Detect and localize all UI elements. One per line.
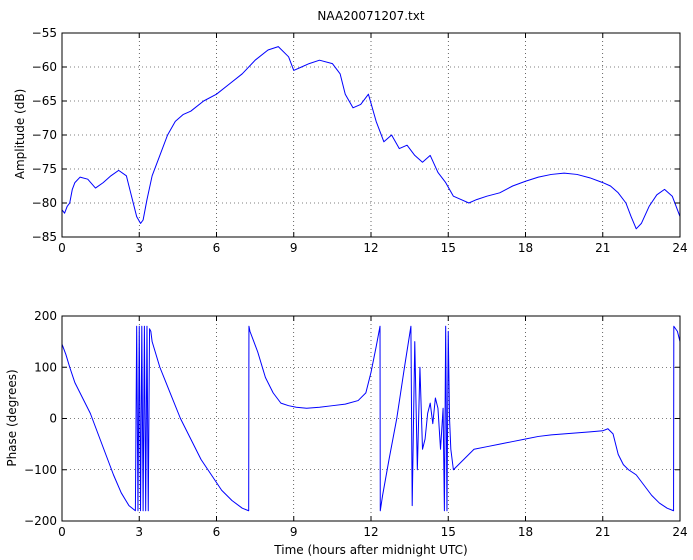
amplitude-x-tick-label: 12 <box>363 241 378 255</box>
amplitude-y-tick-label: −70 <box>32 128 57 142</box>
phase-x-tick-label: 3 <box>135 525 143 539</box>
amplitude-y-tick-label: −85 <box>32 230 57 244</box>
phase-x-axis-label: Time (hours after midnight UTC) <box>273 543 467 557</box>
phase-x-tick-label: 21 <box>595 525 610 539</box>
amplitude-y-tick-label: −65 <box>32 94 57 108</box>
chart-title: NAA20071207.txt <box>317 9 424 23</box>
phase-y-tick-label: 200 <box>34 309 57 323</box>
phase-y-axis-label: Phase (degrees) <box>5 369 19 466</box>
phase-x-tick-label: 12 <box>363 525 378 539</box>
phase-y-tick-label: 100 <box>34 360 57 374</box>
amplitude-x-tick-label: 9 <box>290 241 298 255</box>
amplitude-x-tick-label: 24 <box>672 241 687 255</box>
amplitude-x-tick-label: 18 <box>518 241 533 255</box>
amplitude-y-tick-label: −60 <box>32 60 57 74</box>
amplitude-x-tick-label: 21 <box>595 241 610 255</box>
amplitude-y-tick-label: −80 <box>32 196 57 210</box>
amplitude-x-tick-label: 0 <box>58 241 66 255</box>
amplitude-x-tick-label: 3 <box>135 241 143 255</box>
amplitude-series-line <box>61 46 681 230</box>
phase-y-tick-label: −100 <box>24 463 57 477</box>
phase-x-tick-label: 15 <box>441 525 456 539</box>
phase-x-tick-label: 24 <box>672 525 687 539</box>
phase-x-tick-label: 0 <box>58 525 66 539</box>
phase-y-tick-label: 0 <box>49 412 57 426</box>
phase-y-tick-label: −200 <box>24 514 57 528</box>
phase-panel: Phase (degrees) Time (hours after midnig… <box>5 309 688 557</box>
amplitude-x-tick-label: 15 <box>441 241 456 255</box>
phase-series-line <box>61 325 681 512</box>
amplitude-x-tick-label: 6 <box>213 241 221 255</box>
amplitude-panel: NAA20071207.txt Amplitude (dB) 0 3 6 9 12 15 1… <box>13 9 688 255</box>
phase-x-tick-label: 6 <box>213 525 221 539</box>
amplitude-y-axis-label: Amplitude (dB) <box>13 89 27 180</box>
phase-x-tick-label: 9 <box>290 525 298 539</box>
amplitude-y-tick-label: −75 <box>32 162 57 176</box>
phase-x-tick-label: 18 <box>518 525 533 539</box>
amplitude-y-tick-label: −55 <box>32 26 57 40</box>
